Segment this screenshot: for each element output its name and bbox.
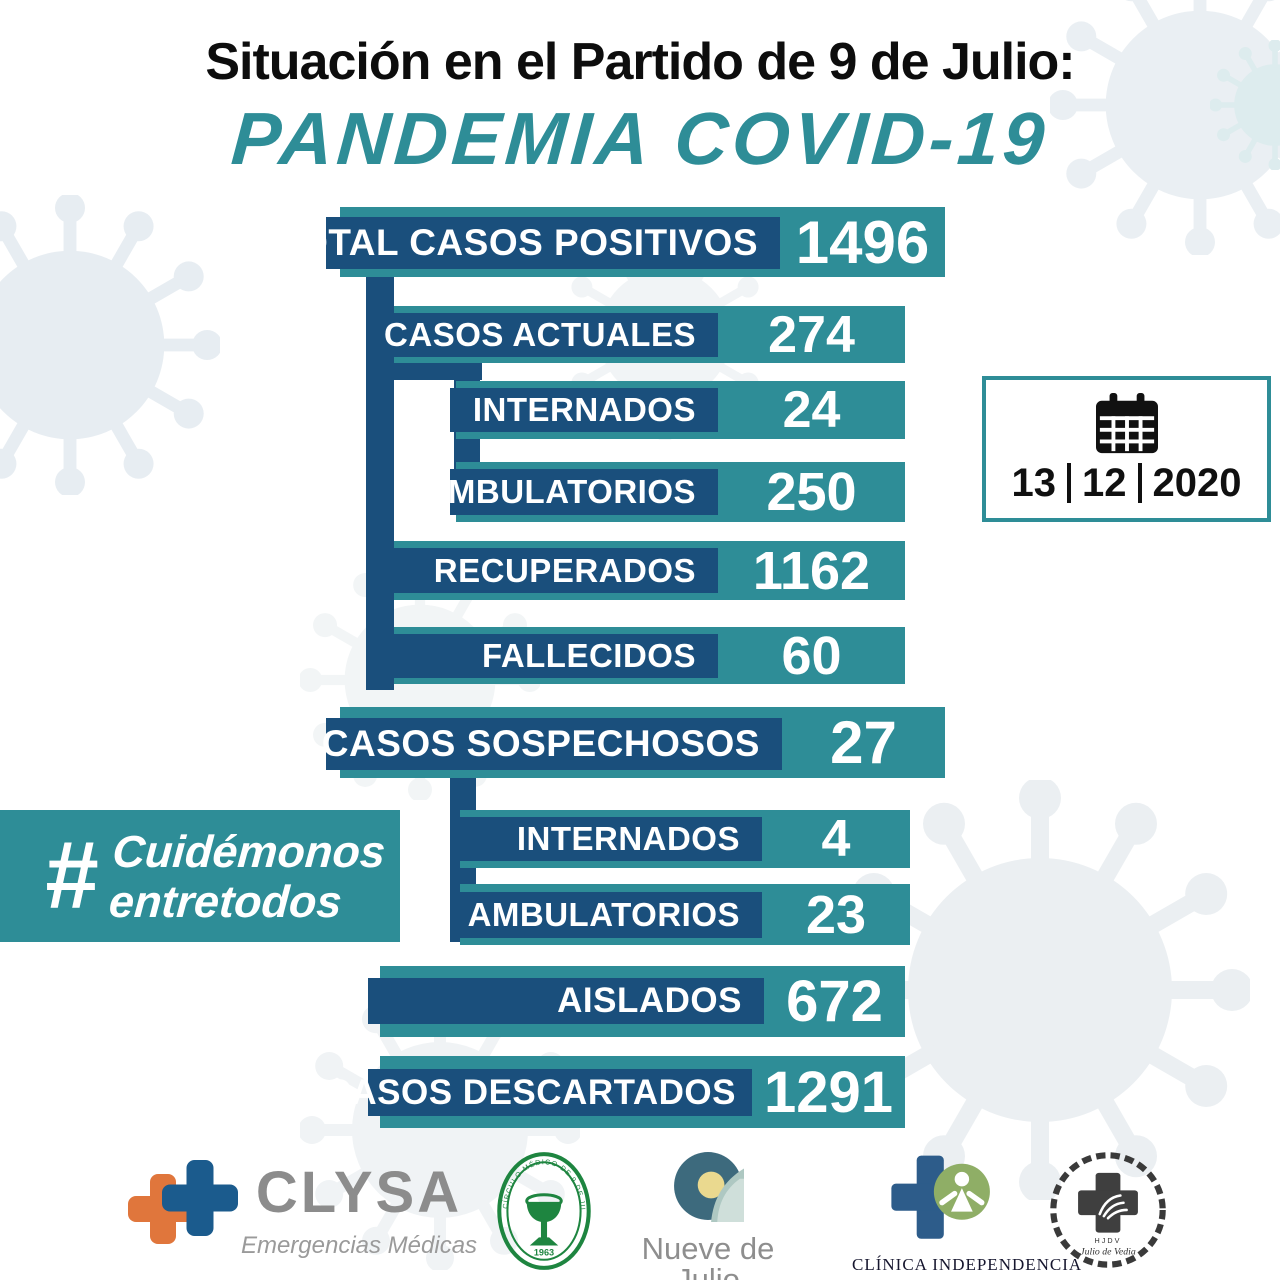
hospital-stamp-icon: HJDV Julio de Vedia bbox=[1050, 1152, 1166, 1268]
date-month: 12 bbox=[1082, 460, 1127, 505]
virus-watermark bbox=[0, 195, 220, 495]
clysa-cross-icon bbox=[128, 1160, 240, 1264]
stat-value: 1496 bbox=[795, 208, 930, 276]
hashtag-banner: # Cuidémonos entretodos bbox=[0, 810, 400, 942]
stat-row-ambulatorios-sospechosos: AMBULATORIOS 23 bbox=[452, 884, 910, 945]
stat-row-internados-sospechosos: INTERNADOS 4 bbox=[452, 810, 910, 868]
circulo-medico-logo: CÍRCULO MÉDICO DE 9 DE JULIO 1963 bbox=[490, 1142, 596, 1274]
stat-label: CASOS ACTUALES bbox=[384, 316, 696, 353]
stat-row-casos-actuales: CASOS ACTUALES 274 bbox=[384, 305, 905, 364]
stat-label: TOTAL CASOS POSITIVOS bbox=[276, 222, 758, 263]
stat-value: 1291 bbox=[763, 1059, 894, 1125]
stat-label: AISLADOS bbox=[557, 981, 742, 1020]
date-year: 2020 bbox=[1152, 460, 1242, 505]
municipalidad-icon bbox=[674, 1152, 744, 1222]
stat-row-casos-descartados: CASOS DESCARTADOS 1291 bbox=[326, 1056, 905, 1128]
clinica-independencia-logo: CLÍNICA INDEPENDENCIA bbox=[852, 1152, 1083, 1274]
stat-row-total-positivos: TOTAL CASOS POSITIVOS 1496 bbox=[277, 207, 945, 277]
stat-row-casos-sospechosos: CASOS SOSPECHOSOS 27 bbox=[322, 707, 945, 778]
calendar-icon bbox=[1095, 392, 1158, 453]
page-subtitle: PANDEMIA COVID-19 bbox=[228, 97, 1052, 180]
stat-value: 4 bbox=[821, 810, 851, 868]
stat-row-recuperados: RECUPERADOS 1162 bbox=[388, 540, 905, 601]
stat-label: INTERNADOS bbox=[516, 820, 740, 857]
stat-value: 27 bbox=[830, 709, 897, 776]
clysa-logo: CLYSA Emergencias Médicas bbox=[128, 1158, 478, 1270]
stat-label: CASOS DESCARTADOS bbox=[325, 1072, 736, 1112]
stat-label: AMBULATORIOS bbox=[467, 896, 740, 933]
hashtag-line1: Cuidémonos bbox=[111, 825, 388, 877]
stat-row-ambulatorios-actuales: AMBULATORIOS 250 bbox=[424, 462, 905, 522]
municipalidad-name: Nueve de Julio bbox=[641, 1231, 775, 1280]
hashtag-line2: entretodos bbox=[107, 875, 344, 926]
date-day: 13 bbox=[1011, 460, 1057, 505]
stat-row-internados-actuales: INTERNADOS 24 bbox=[450, 381, 905, 439]
date-separator bbox=[1067, 463, 1071, 503]
date-box: 13 12 2020 bbox=[982, 376, 1271, 522]
stat-value: 24 bbox=[782, 381, 841, 439]
stat-row-fallecidos: FALLECIDOS 60 bbox=[388, 625, 905, 686]
stat-value: 23 bbox=[805, 884, 867, 945]
date-text: 13 12 2020 bbox=[1012, 461, 1242, 506]
stamp-name-text: Julio de Vedia bbox=[1080, 1246, 1136, 1257]
page-title: Situación en el Partido de 9 de Julio: bbox=[205, 33, 1075, 91]
stat-value: 1162 bbox=[752, 540, 871, 601]
stamp-top-text: HJDV bbox=[1094, 1236, 1121, 1245]
stat-value: 672 bbox=[786, 969, 883, 1034]
clysa-name: CLYSA bbox=[255, 1160, 463, 1225]
stat-value: 60 bbox=[781, 625, 842, 686]
stat-row-aislados: AISLADOS 672 bbox=[368, 966, 905, 1037]
stat-value: 250 bbox=[766, 462, 857, 522]
hospital-stamp-logo: HJDV Julio de Vedia bbox=[1046, 1146, 1170, 1276]
clysa-tagline: Emergencias Médicas bbox=[240, 1232, 478, 1259]
hashtag-symbol: # bbox=[44, 822, 98, 929]
stat-value: 274 bbox=[768, 305, 855, 364]
circulo-year: 1963 bbox=[534, 1248, 554, 1258]
stat-label: FALLECIDOS bbox=[481, 637, 696, 674]
clinica-independencia-icon bbox=[891, 1155, 990, 1239]
stat-label: CASOS SOSPECHOSOS bbox=[321, 723, 760, 764]
stat-label: RECUPERADOS bbox=[433, 551, 696, 589]
municipalidad-logo: Nueve de Julio MUNICIPALIDAD bbox=[616, 1150, 800, 1280]
date-separator bbox=[1137, 463, 1142, 503]
stat-label: AMBULATORIOS bbox=[423, 473, 696, 510]
stat-label: INTERNADOS bbox=[472, 391, 696, 428]
circulo-medico-icon: CÍRCULO MÉDICO DE 9 DE JULIO 1963 bbox=[490, 1142, 591, 1270]
clinica-independencia-name: CLÍNICA INDEPENDENCIA bbox=[852, 1255, 1083, 1274]
